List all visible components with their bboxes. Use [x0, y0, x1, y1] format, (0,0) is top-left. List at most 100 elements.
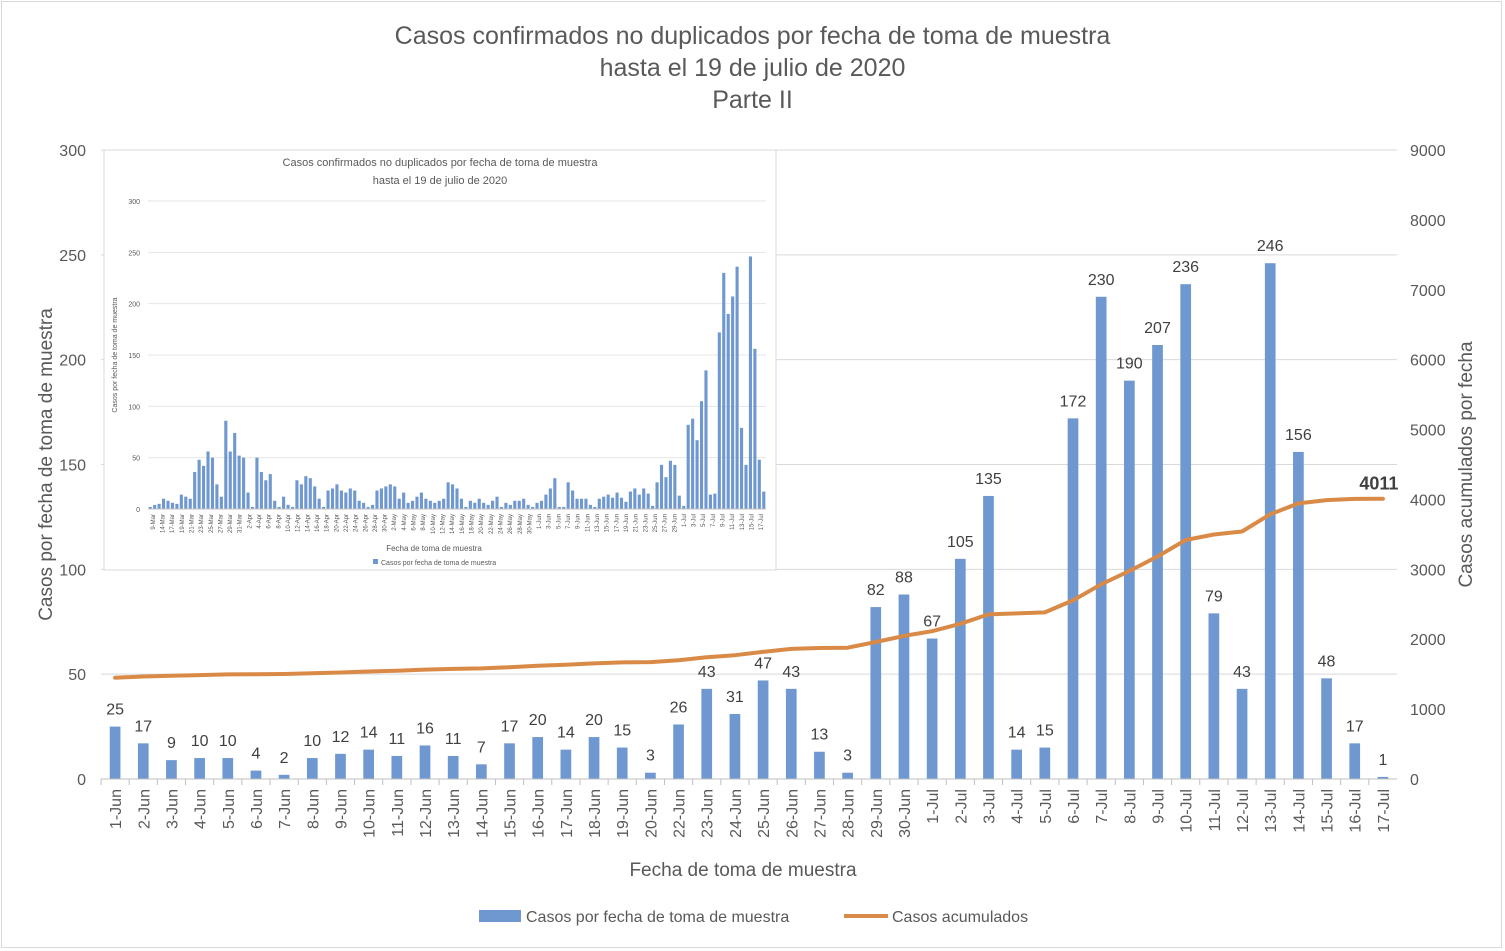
- y2-tick-label: 0: [1410, 772, 1419, 789]
- inset-x-tick-label: 25-Jun: [653, 514, 659, 532]
- bar: [109, 726, 121, 779]
- inset-bar: [264, 480, 268, 509]
- bar: [842, 772, 853, 779]
- x-tick-label: 1-Jul: [925, 789, 942, 824]
- inset-x-tick-label: 18-Apr: [325, 514, 331, 532]
- inset-bar: [339, 490, 343, 509]
- bar-value-label: 14: [557, 725, 575, 742]
- x-tick-label: 17-Jun: [559, 789, 576, 838]
- bar-value-label: 156: [1285, 427, 1312, 444]
- inset-x-tick-label: 8-May: [421, 514, 427, 531]
- inset-bar: [468, 500, 472, 509]
- bar-value-label: 10: [303, 733, 321, 750]
- inset-bar: [628, 491, 632, 509]
- bar-value-label: 67: [923, 614, 941, 631]
- inset-bar: [197, 459, 201, 509]
- bar-value-label: 43: [698, 664, 716, 681]
- inset-x-tick-label: 22-Apr: [344, 514, 350, 532]
- inset-bar: [691, 418, 695, 509]
- inset-bar: [557, 506, 561, 509]
- bar-value-label: 236: [1172, 259, 1199, 276]
- inset-x-tick-label: 17-Jul: [759, 514, 765, 530]
- inset-bar: [562, 506, 566, 509]
- inset-x-tick-label: 10-Apr: [286, 514, 292, 532]
- inset-bar: [166, 500, 170, 509]
- x-tick-label: 5-Jun: [221, 789, 238, 829]
- inset-x-tick-label: 25-Mar: [209, 514, 215, 533]
- y-tick-label: 0: [77, 772, 86, 789]
- inset-bar: [459, 498, 464, 509]
- bar-value-label: 11: [445, 731, 462, 748]
- y2-tick-label: 8000: [1410, 213, 1446, 230]
- x-axis-title: Fecha de toma de muestra: [629, 860, 856, 881]
- bar-value-label: 9: [167, 735, 176, 752]
- x-tick-label: 12-Jul: [1235, 789, 1252, 833]
- inset-bar: [202, 465, 206, 509]
- inset-bar: [477, 498, 481, 509]
- legend-label-line: Casos acumulados: [892, 909, 1028, 926]
- inset-bar: [695, 440, 699, 509]
- bar-value-label: 10: [219, 733, 237, 750]
- inset-y-tick-label: 50: [132, 456, 140, 463]
- x-tick-label: 10-Jun: [362, 789, 379, 838]
- x-tick-label: 16-Jun: [531, 789, 548, 838]
- inset-bar: [731, 296, 735, 509]
- inset-bar: [486, 504, 490, 509]
- inset-bar: [548, 488, 552, 509]
- x-tick-label: 3-Jul: [981, 789, 998, 824]
- bar-value-label: 1: [1378, 752, 1387, 769]
- bar-value-label: 12: [332, 729, 350, 746]
- x-tick-label: 15-Jun: [503, 789, 520, 838]
- inset-x-tick-label: 12-May: [441, 514, 447, 534]
- y2-tick-label: 1000: [1410, 702, 1446, 719]
- inset-bar: [513, 500, 517, 509]
- inset-bar: [313, 486, 317, 509]
- x-tick-label: 2-Jun: [136, 789, 153, 829]
- x-tick-label: 11-Jun: [390, 789, 407, 837]
- inset-bar: [210, 457, 215, 509]
- inset-bar: [655, 482, 659, 509]
- x-tick-label: 3-Jun: [164, 789, 181, 829]
- inset-y-tick-label: 200: [128, 302, 140, 309]
- y2-tick-label: 5000: [1410, 423, 1446, 440]
- inset-bar: [748, 256, 752, 509]
- bar-value-label: 20: [529, 712, 547, 729]
- inset-bar: [446, 482, 450, 509]
- inset-x-tick-label: 24-May: [498, 514, 504, 534]
- legend-swatch-bars: [479, 910, 521, 922]
- inset-bar: [526, 504, 530, 509]
- bar: [475, 764, 487, 779]
- inset-bar: [179, 494, 183, 509]
- inset-bar: [571, 490, 575, 509]
- bar-value-label: 15: [613, 723, 631, 740]
- bar-value-label: 13: [811, 727, 829, 744]
- inset-y-axis-title: Casos por fecha de toma de muestra: [112, 297, 119, 412]
- inset-x-tick-label: 16-May: [460, 514, 466, 534]
- inset-x-tick-label: 9-Jul: [721, 514, 727, 527]
- y-tick-label: 250: [59, 248, 86, 265]
- bar: [306, 758, 318, 779]
- x-tick-label: 18-Jun: [587, 789, 604, 838]
- inset-bar: [175, 503, 179, 509]
- inset-x-tick-label: 28-May: [518, 514, 524, 534]
- x-tick-label: 9-Jul: [1151, 789, 1168, 824]
- x-tick-label: 25-Jun: [756, 789, 773, 838]
- legend-label-bars: Casos por fecha de toma de muestra: [526, 909, 789, 926]
- inset-bar: [757, 459, 761, 509]
- inset-bar: [579, 498, 584, 509]
- bar: [898, 594, 910, 779]
- inset-bar: [437, 500, 441, 509]
- inset-bar: [428, 500, 432, 509]
- bar-value-label: 47: [754, 655, 772, 672]
- bar-value-label: 79: [1205, 588, 1223, 605]
- inset-bar: [295, 480, 299, 509]
- inset-x-tick-label: 29-Mar: [228, 514, 234, 533]
- y2-tick-label: 7000: [1410, 283, 1446, 300]
- inset-x-tick-label: 2-Apr: [247, 514, 253, 529]
- bar: [1293, 451, 1304, 779]
- inset-x-tick-label: 2-May: [392, 514, 398, 531]
- inset-bar: [704, 370, 708, 509]
- x-tick-label: 7-Jul: [1094, 789, 1111, 824]
- inset-x-tick-label: 5-Jun: [556, 514, 562, 529]
